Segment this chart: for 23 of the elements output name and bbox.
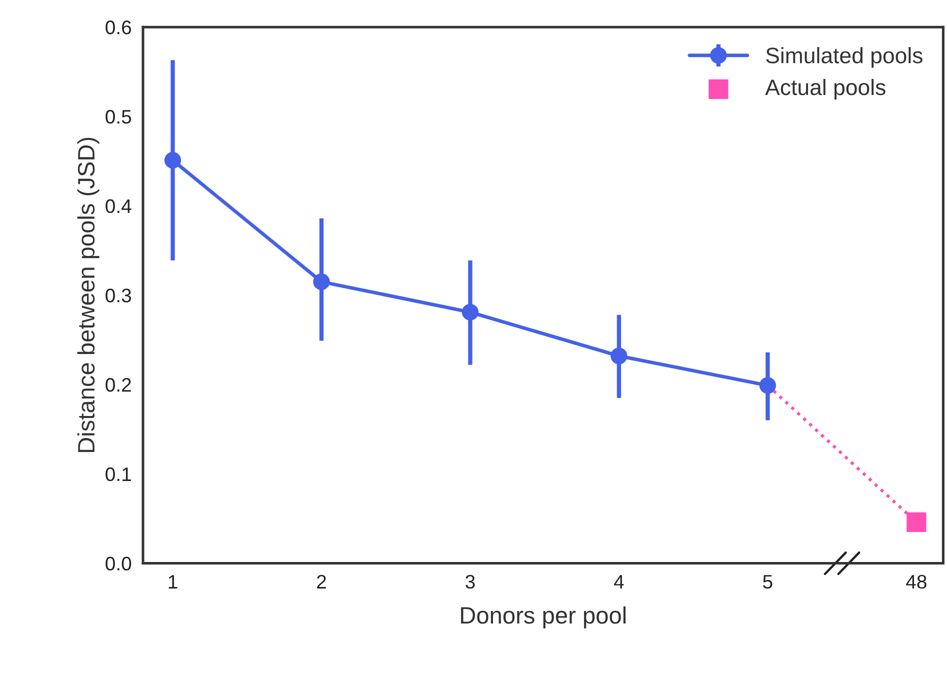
y-tick-label: 0.2 <box>106 378 131 392</box>
legend-label: Simulated pools <box>766 47 922 68</box>
point <box>759 377 776 394</box>
x-tick-label: 2 <box>317 574 326 588</box>
x-tick-label: 3 <box>466 574 475 589</box>
x-tick-label: 4 <box>614 575 624 588</box>
y-axis-title: Distance between pools (JSD) <box>77 138 100 452</box>
point <box>462 304 479 320</box>
y-tick-label: 0.0 <box>106 556 132 570</box>
x-tick-label: 48 <box>906 574 926 589</box>
y-tick-label: 0.3 <box>106 288 132 302</box>
x-axis-title: Donors per pool <box>461 606 626 628</box>
point <box>313 273 330 290</box>
point <box>906 512 926 532</box>
x-tick-label: 1 <box>168 575 178 588</box>
y-tick-label: 0.4 <box>106 199 132 214</box>
y-tick-label: 0.5 <box>106 110 132 124</box>
x-tick-label: 5 <box>763 575 772 589</box>
y-tick-label: 0.6 <box>106 20 132 34</box>
point <box>164 152 182 169</box>
y-tick-label: 0.1 <box>106 467 131 482</box>
point <box>610 348 628 364</box>
legend-label: Actual pools <box>765 78 886 100</box>
